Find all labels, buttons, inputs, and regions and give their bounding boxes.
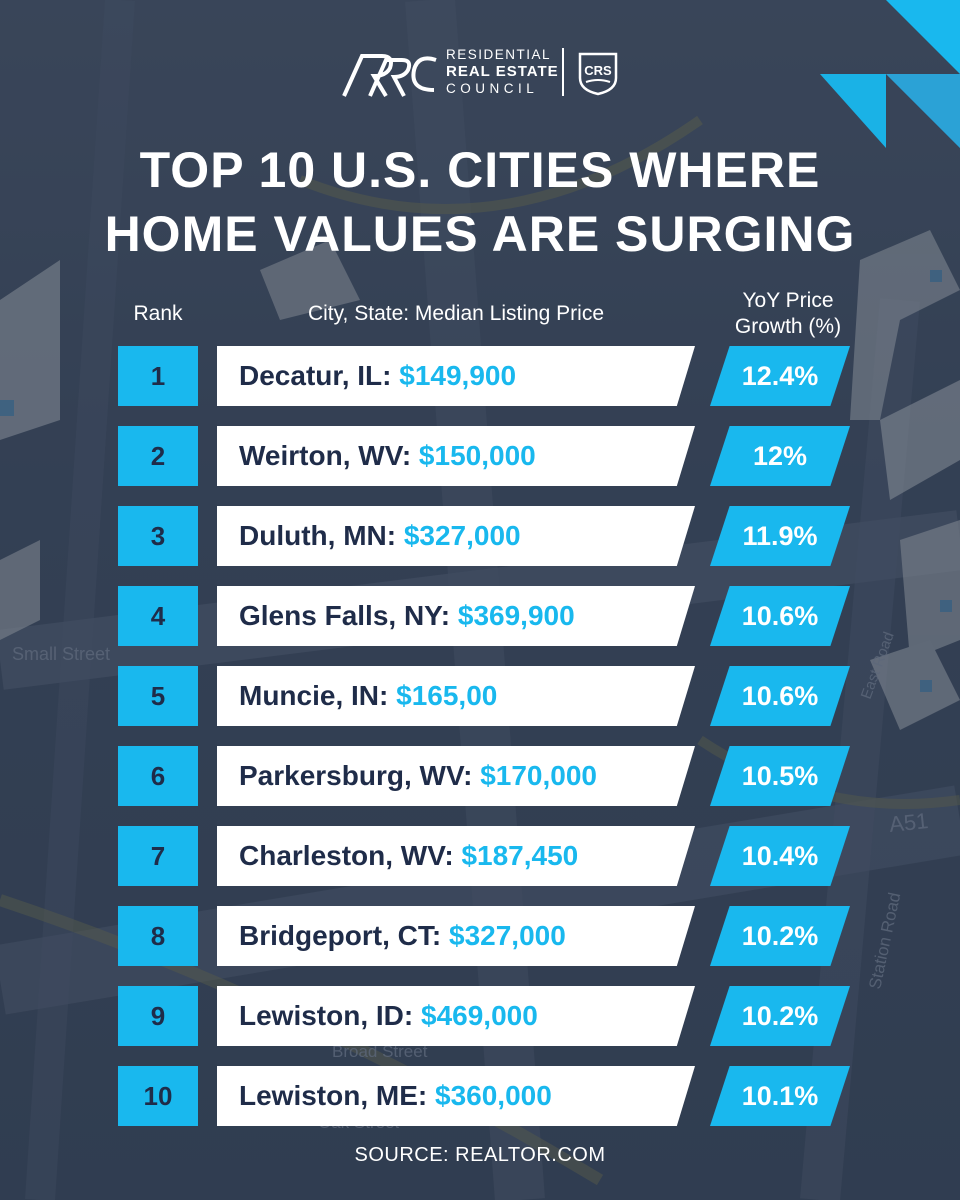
- header-city-price: City, State: Median Listing Price: [307, 302, 605, 325]
- map-label-small-street: Small Street: [12, 644, 110, 664]
- growth-cell: 12%: [710, 426, 850, 486]
- rank-cell: 6: [118, 746, 198, 806]
- growth-value: 10.2%: [741, 1001, 819, 1031]
- city-name: Muncie, IN:: [239, 680, 397, 711]
- city-name: Parkersburg, WV:: [239, 760, 481, 791]
- table-row: 3 Duluth, MN: $327,000 11.9%: [0, 506, 960, 566]
- growth-cell: 10.5%: [710, 746, 850, 806]
- growth-value: 11.9%: [742, 521, 818, 551]
- city-price-cell: Charleston, WV: $187,450: [217, 826, 695, 886]
- map-label-broad-street: Broad Street: [332, 1042, 428, 1061]
- city-name: Bridgeport, CT:: [239, 920, 449, 951]
- rank-cell: 1: [118, 346, 198, 406]
- rrc-crs-logo: RESIDENTIAL REAL ESTATE COUNCIL CRS: [340, 46, 630, 100]
- header-yoy-line-2: Growth (%): [734, 315, 842, 338]
- brand-line-real-estate: REAL ESTATE: [446, 62, 559, 80]
- city-price-cell: Duluth, MN: $327,000: [217, 506, 695, 566]
- growth-cell: 10.4%: [710, 826, 850, 886]
- title-line-1: TOP 10 U.S. CITIES WHERE: [139, 142, 821, 198]
- rank-cell: 8: [118, 906, 198, 966]
- growth-value: 10.5%: [741, 761, 819, 791]
- city-name: Weirton, WV:: [239, 440, 419, 471]
- listing-price: $170,000: [480, 760, 597, 791]
- brand-line-council: COUNCIL: [446, 80, 539, 96]
- rank-cell: 9: [118, 986, 198, 1046]
- brand-line-residential: RESIDENTIAL: [446, 47, 552, 62]
- city-name: Lewiston, ME:: [239, 1080, 435, 1111]
- listing-price: $469,000: [421, 1000, 538, 1031]
- city-price-cell: Glens Falls, NY: $369,900: [217, 586, 695, 646]
- listing-price: $369,900: [457, 600, 575, 631]
- growth-value: 12%: [752, 441, 808, 471]
- city-price-cell: Weirton, WV: $150,000: [217, 426, 695, 486]
- listing-price: $360,000: [435, 1080, 552, 1111]
- city-price-cell: Parkersburg, WV: $170,000: [217, 746, 695, 806]
- listing-price: $165,00: [396, 680, 498, 711]
- growth-value: 10.6%: [741, 681, 819, 711]
- header-yoy-growth: YoY Price Growth (%): [718, 288, 858, 340]
- header-rank: Rank: [133, 302, 183, 325]
- growth-value: 10.1%: [741, 1081, 819, 1111]
- table-row: 5 Muncie, IN: $165,00 10.6%: [0, 666, 960, 726]
- corner-triangles-decoration: [820, 0, 960, 148]
- city-name: Decatur, IL:: [239, 360, 400, 391]
- listing-price: $149,900: [399, 360, 517, 391]
- growth-value: 10.6%: [741, 601, 819, 631]
- rank-cell: 3: [118, 506, 198, 566]
- table-row: 6 Parkersburg, WV: $170,000 10.5%: [0, 746, 960, 806]
- listing-price: $187,450: [461, 840, 579, 871]
- logo-divider: [562, 48, 564, 96]
- table-row: 9 Lewiston, ID: $469,000 10.2%: [0, 986, 960, 1046]
- growth-cell: 12.4%: [710, 346, 850, 406]
- rank-cell: 5: [118, 666, 198, 726]
- listing-price: $150,000: [418, 440, 536, 471]
- listing-price: $327,000: [449, 920, 566, 951]
- growth-cell: 10.6%: [710, 666, 850, 726]
- title-line-2: HOME VALUES ARE SURGING: [104, 206, 856, 262]
- city-price-cell: Muncie, IN: $165,00: [217, 666, 695, 726]
- city-name: Duluth, MN:: [239, 520, 404, 551]
- city-price-cell: Lewiston, ME: $360,000: [217, 1066, 695, 1126]
- rank-cell: 7: [118, 826, 198, 886]
- city-price-cell: Decatur, IL: $149,900: [217, 346, 695, 406]
- table-row: 4 Glens Falls, NY: $369,900 10.6%: [0, 586, 960, 646]
- table-row: 2 Weirton, WV: $150,000 12%: [0, 426, 960, 486]
- growth-value: 10.2%: [741, 921, 819, 951]
- growth-cell: 10.1%: [710, 1066, 850, 1126]
- page-title: TOP 10 U.S. CITIES WHERE HOME VALUES ARE…: [0, 138, 960, 266]
- growth-cell: 11.9%: [710, 506, 850, 566]
- table-row: 8 Bridgeport, CT: $327,000 10.2%: [0, 906, 960, 966]
- city-name: Glens Falls, NY:: [239, 600, 458, 631]
- growth-cell: 10.2%: [710, 986, 850, 1046]
- source-credit: SOURCE: REALTOR.COM: [354, 1144, 606, 1166]
- header-yoy-line-1: YoY Price: [742, 289, 834, 312]
- rank-cell: 10: [118, 1066, 198, 1126]
- table-row: 7 Charleston, WV: $187,450 10.4%: [0, 826, 960, 886]
- city-price-cell: Bridgeport, CT: $327,000: [217, 906, 695, 966]
- table-row: 1 Decatur, IL: $149,900 12.4%: [0, 346, 960, 406]
- growth-value: 10.4%: [741, 841, 819, 871]
- rrc-monogram-icon: [342, 54, 437, 98]
- growth-cell: 10.6%: [710, 586, 850, 646]
- city-name: Lewiston, ID:: [239, 1000, 421, 1031]
- crs-badge-icon: CRS: [578, 52, 618, 96]
- city-price-cell: Lewiston, ID: $469,000: [217, 986, 695, 1046]
- rank-cell: 2: [118, 426, 198, 486]
- map-label-a51: A51: [888, 808, 930, 837]
- growth-cell: 10.2%: [710, 906, 850, 966]
- growth-value: 12.4%: [741, 361, 819, 391]
- table-row: 10 Lewiston, ME: $360,000 10.1%: [0, 1066, 960, 1126]
- listing-price: $327,000: [403, 520, 521, 551]
- city-name: Charleston, WV:: [239, 840, 462, 871]
- svg-text:CRS: CRS: [584, 63, 612, 78]
- rank-cell: 4: [118, 586, 198, 646]
